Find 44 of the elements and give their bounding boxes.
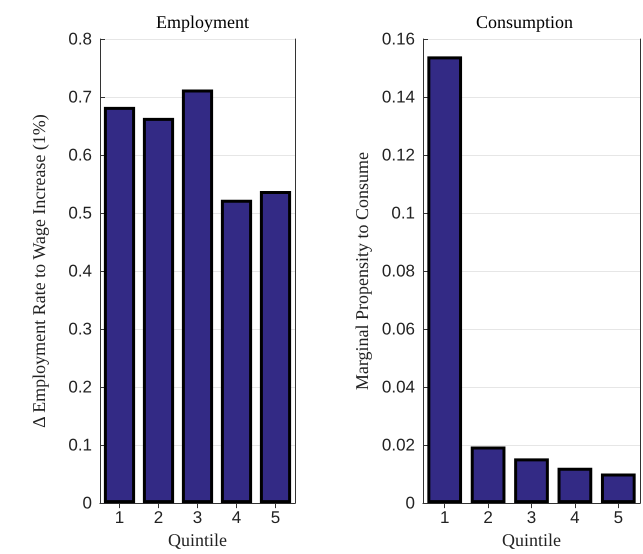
- y-tick-label: 0.14: [382, 88, 415, 107]
- bar: [182, 89, 214, 504]
- x-tick-label: 3: [526, 508, 536, 528]
- y-tick-label: 0.08: [382, 262, 415, 281]
- y-tick-label: 0.8: [68, 30, 92, 48]
- y-tick-label: 0.06: [382, 320, 415, 339]
- x-tick-label: 4: [232, 508, 242, 528]
- x-axis-title: Quintile: [502, 530, 562, 550]
- x-tick-label: 5: [614, 508, 624, 528]
- y-tick-label: 0.1: [391, 204, 415, 223]
- y-tick-label: 0.7: [68, 88, 92, 107]
- chart-title: Employment: [156, 12, 249, 32]
- bar: [600, 474, 636, 504]
- y-tick-label: 0.3: [68, 320, 92, 339]
- x-tick-label: 2: [154, 508, 164, 528]
- y-tick-label: 0.2: [68, 378, 92, 397]
- x-tick-label: 3: [192, 508, 202, 528]
- bar: [514, 458, 549, 504]
- bar: [558, 468, 592, 504]
- bar: [427, 56, 462, 504]
- bar: [260, 190, 292, 504]
- y-axis-title: Δ Employment Rate to Wage Increase (1%): [29, 114, 49, 428]
- y-tick-label: 0.04: [382, 378, 415, 397]
- bar: [470, 446, 506, 504]
- y-tick-label: 0.6: [68, 146, 92, 165]
- x-tick-label: 4: [570, 508, 580, 528]
- y-tick-label: 0: [406, 494, 415, 513]
- chart-title: Consumption: [476, 12, 574, 32]
- x-tick-label: 1: [440, 508, 450, 528]
- y-tick-label: 0.12: [382, 146, 415, 165]
- y-tick-label: 0: [82, 494, 92, 513]
- y-tick-label: 0.1: [68, 436, 92, 455]
- x-tick-label: 1: [114, 508, 124, 528]
- x-axis-title: Quintile: [168, 530, 228, 550]
- bar: [220, 200, 252, 504]
- bar: [104, 106, 136, 504]
- y-tick-label: 0.02: [382, 436, 415, 455]
- bar: [142, 118, 174, 504]
- x-tick-label: 2: [483, 508, 493, 528]
- x-tick-label: 5: [270, 508, 280, 528]
- y-tick-label: 0.16: [382, 30, 415, 48]
- y-tick-label: 0.5: [68, 204, 92, 223]
- y-tick-label: 0.4: [68, 262, 92, 281]
- y-axis-title: Marginal Propensity to Consume: [352, 152, 372, 390]
